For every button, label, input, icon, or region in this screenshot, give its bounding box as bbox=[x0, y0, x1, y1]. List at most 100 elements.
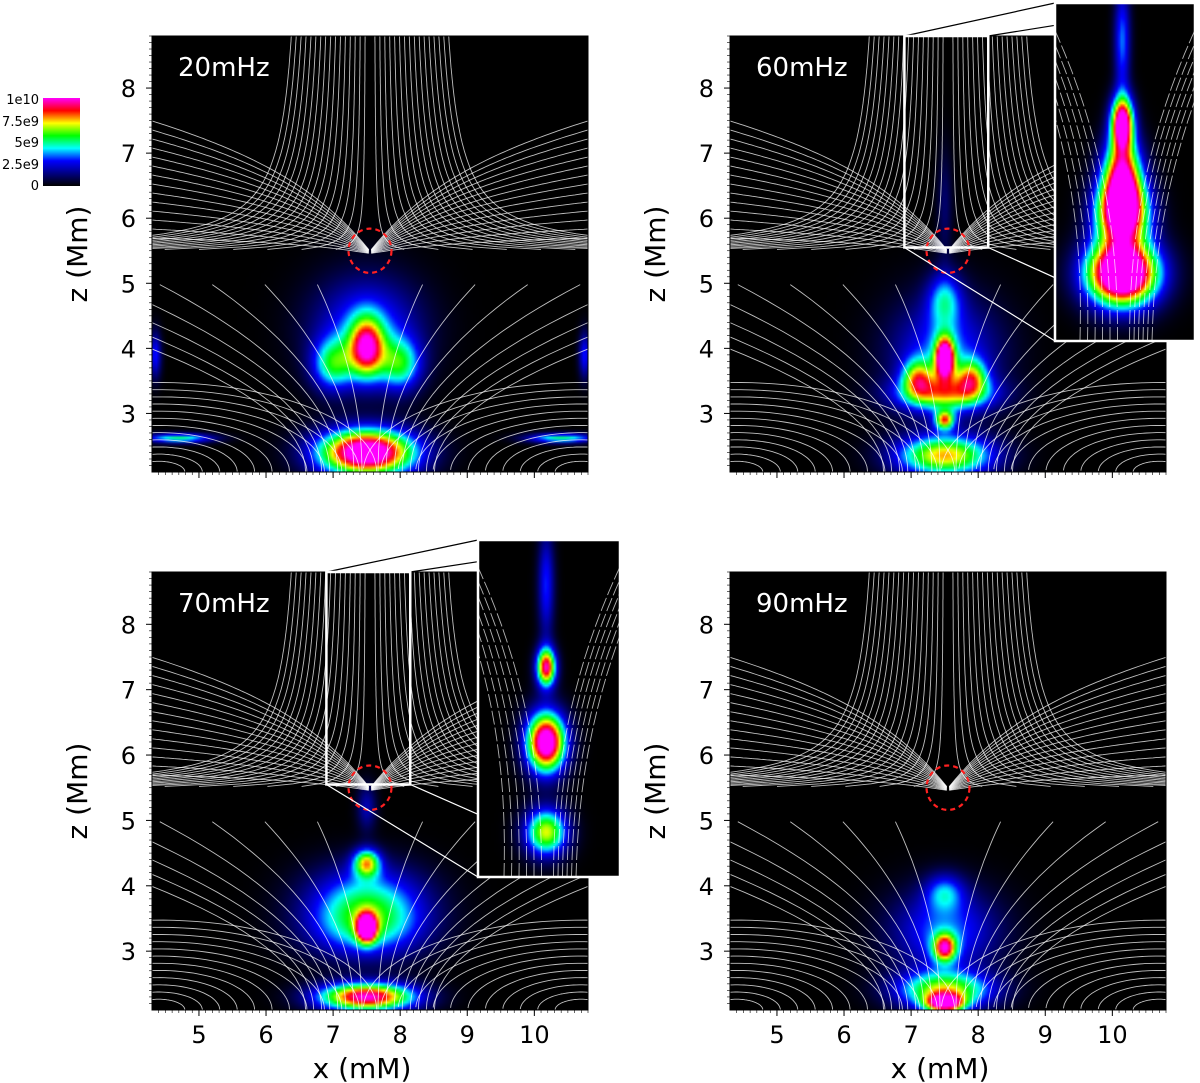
field-line bbox=[1011, 348, 1166, 472]
inset-field-line bbox=[1055, 116, 1081, 341]
x-tick-label: 10 bbox=[519, 1021, 550, 1049]
field-line bbox=[993, 941, 1166, 1008]
field-line bbox=[379, 36, 439, 250]
field-line bbox=[152, 460, 186, 472]
inset-field-line bbox=[562, 591, 620, 877]
colorbar-tick-label: 5e9 bbox=[14, 136, 39, 151]
field-line bbox=[957, 572, 1017, 787]
y-axis-label: z (Mm) bbox=[61, 206, 94, 303]
field-line bbox=[730, 841, 909, 1010]
field-line bbox=[730, 572, 905, 784]
field-line bbox=[152, 774, 369, 791]
field-line bbox=[811, 572, 929, 787]
field-line bbox=[152, 403, 325, 472]
field-line bbox=[152, 756, 369, 791]
field-line bbox=[152, 572, 337, 786]
field-line bbox=[152, 417, 290, 472]
field-line bbox=[264, 821, 355, 1010]
field-line bbox=[485, 432, 588, 471]
x-tick-label: 8 bbox=[393, 1021, 408, 1049]
field-line bbox=[730, 129, 948, 251]
field-line bbox=[152, 948, 308, 1010]
field-line bbox=[152, 336, 315, 472]
field-line bbox=[385, 821, 476, 1010]
y-tick-label: 5 bbox=[121, 270, 136, 298]
inset-field-line bbox=[1138, 55, 1195, 341]
field-line bbox=[467, 962, 588, 1009]
field-line bbox=[233, 36, 351, 250]
field-line bbox=[737, 821, 917, 1010]
field-line bbox=[730, 36, 870, 236]
heatmap bbox=[730, 572, 1166, 1010]
field-line bbox=[981, 572, 1166, 786]
x-tick-label: 8 bbox=[971, 1021, 986, 1049]
field-line bbox=[730, 747, 947, 790]
y-tick-label: 6 bbox=[121, 742, 136, 770]
y-axis-label: z (Mm) bbox=[639, 206, 672, 303]
field-line bbox=[991, 36, 1166, 247]
null-point-circle bbox=[347, 227, 393, 274]
colorbar-gradient bbox=[43, 98, 80, 186]
field-line bbox=[949, 738, 1166, 790]
field-line bbox=[1028, 417, 1166, 470]
field-line bbox=[1080, 439, 1166, 471]
field-line bbox=[730, 572, 915, 786]
field-line bbox=[152, 410, 308, 472]
field-line bbox=[394, 36, 542, 250]
field-line bbox=[152, 572, 292, 773]
field-line bbox=[432, 410, 588, 470]
zoom-connector bbox=[904, 2, 1056, 37]
field-line bbox=[730, 147, 948, 251]
field-lines bbox=[730, 572, 1166, 1010]
field-line bbox=[949, 765, 1166, 791]
field-line bbox=[730, 572, 880, 777]
field-line bbox=[730, 403, 903, 472]
zoom-connector bbox=[326, 539, 479, 573]
field-line bbox=[941, 382, 1166, 469]
field-line bbox=[152, 389, 360, 472]
field-line bbox=[730, 219, 947, 254]
field-line bbox=[164, 572, 341, 787]
y-axis-label: z (Mm) bbox=[639, 743, 672, 840]
field-line bbox=[152, 859, 323, 1010]
field-line bbox=[963, 821, 1054, 1010]
field-line bbox=[975, 934, 1166, 1007]
field-line bbox=[730, 934, 921, 1010]
field-line bbox=[948, 656, 1166, 787]
colorbar: 1e10 7.5e9 5e9 2.5e9 0 bbox=[2, 93, 80, 194]
inset-field-line bbox=[478, 595, 528, 877]
field-line bbox=[152, 955, 290, 1010]
field-line bbox=[737, 284, 917, 472]
y-tick-label: 8 bbox=[699, 75, 714, 103]
y-tick-label: 5 bbox=[699, 807, 714, 835]
field-line bbox=[152, 36, 332, 248]
field-line bbox=[952, 572, 983, 787]
field-line bbox=[152, 919, 378, 1010]
y-tick-label: 7 bbox=[121, 140, 136, 168]
field-line bbox=[384, 572, 473, 787]
y-tick-label: 3 bbox=[699, 938, 714, 966]
field-line bbox=[152, 873, 315, 1010]
colorbar-tick-label: 0 bbox=[31, 179, 39, 194]
field-line bbox=[730, 948, 886, 1010]
field-line bbox=[152, 738, 369, 790]
heatmap bbox=[152, 36, 588, 472]
inset-field-line bbox=[1055, 75, 1096, 341]
field-line bbox=[979, 821, 1159, 1010]
field-line bbox=[152, 36, 302, 240]
field-line bbox=[742, 36, 919, 250]
field-line bbox=[730, 36, 880, 240]
field-line bbox=[1080, 977, 1166, 1009]
field-line bbox=[415, 403, 588, 470]
field-line bbox=[152, 322, 323, 472]
inset-field-line bbox=[478, 611, 520, 877]
field-line bbox=[377, 284, 424, 472]
field-line bbox=[417, 322, 588, 472]
x-tick-label: 6 bbox=[258, 1021, 273, 1049]
field-line bbox=[433, 885, 588, 1010]
field-line bbox=[397, 934, 588, 1007]
field-line bbox=[1001, 572, 1166, 781]
x-tick-label: 7 bbox=[325, 1021, 340, 1049]
field-line bbox=[370, 120, 588, 250]
field-line bbox=[371, 219, 588, 254]
